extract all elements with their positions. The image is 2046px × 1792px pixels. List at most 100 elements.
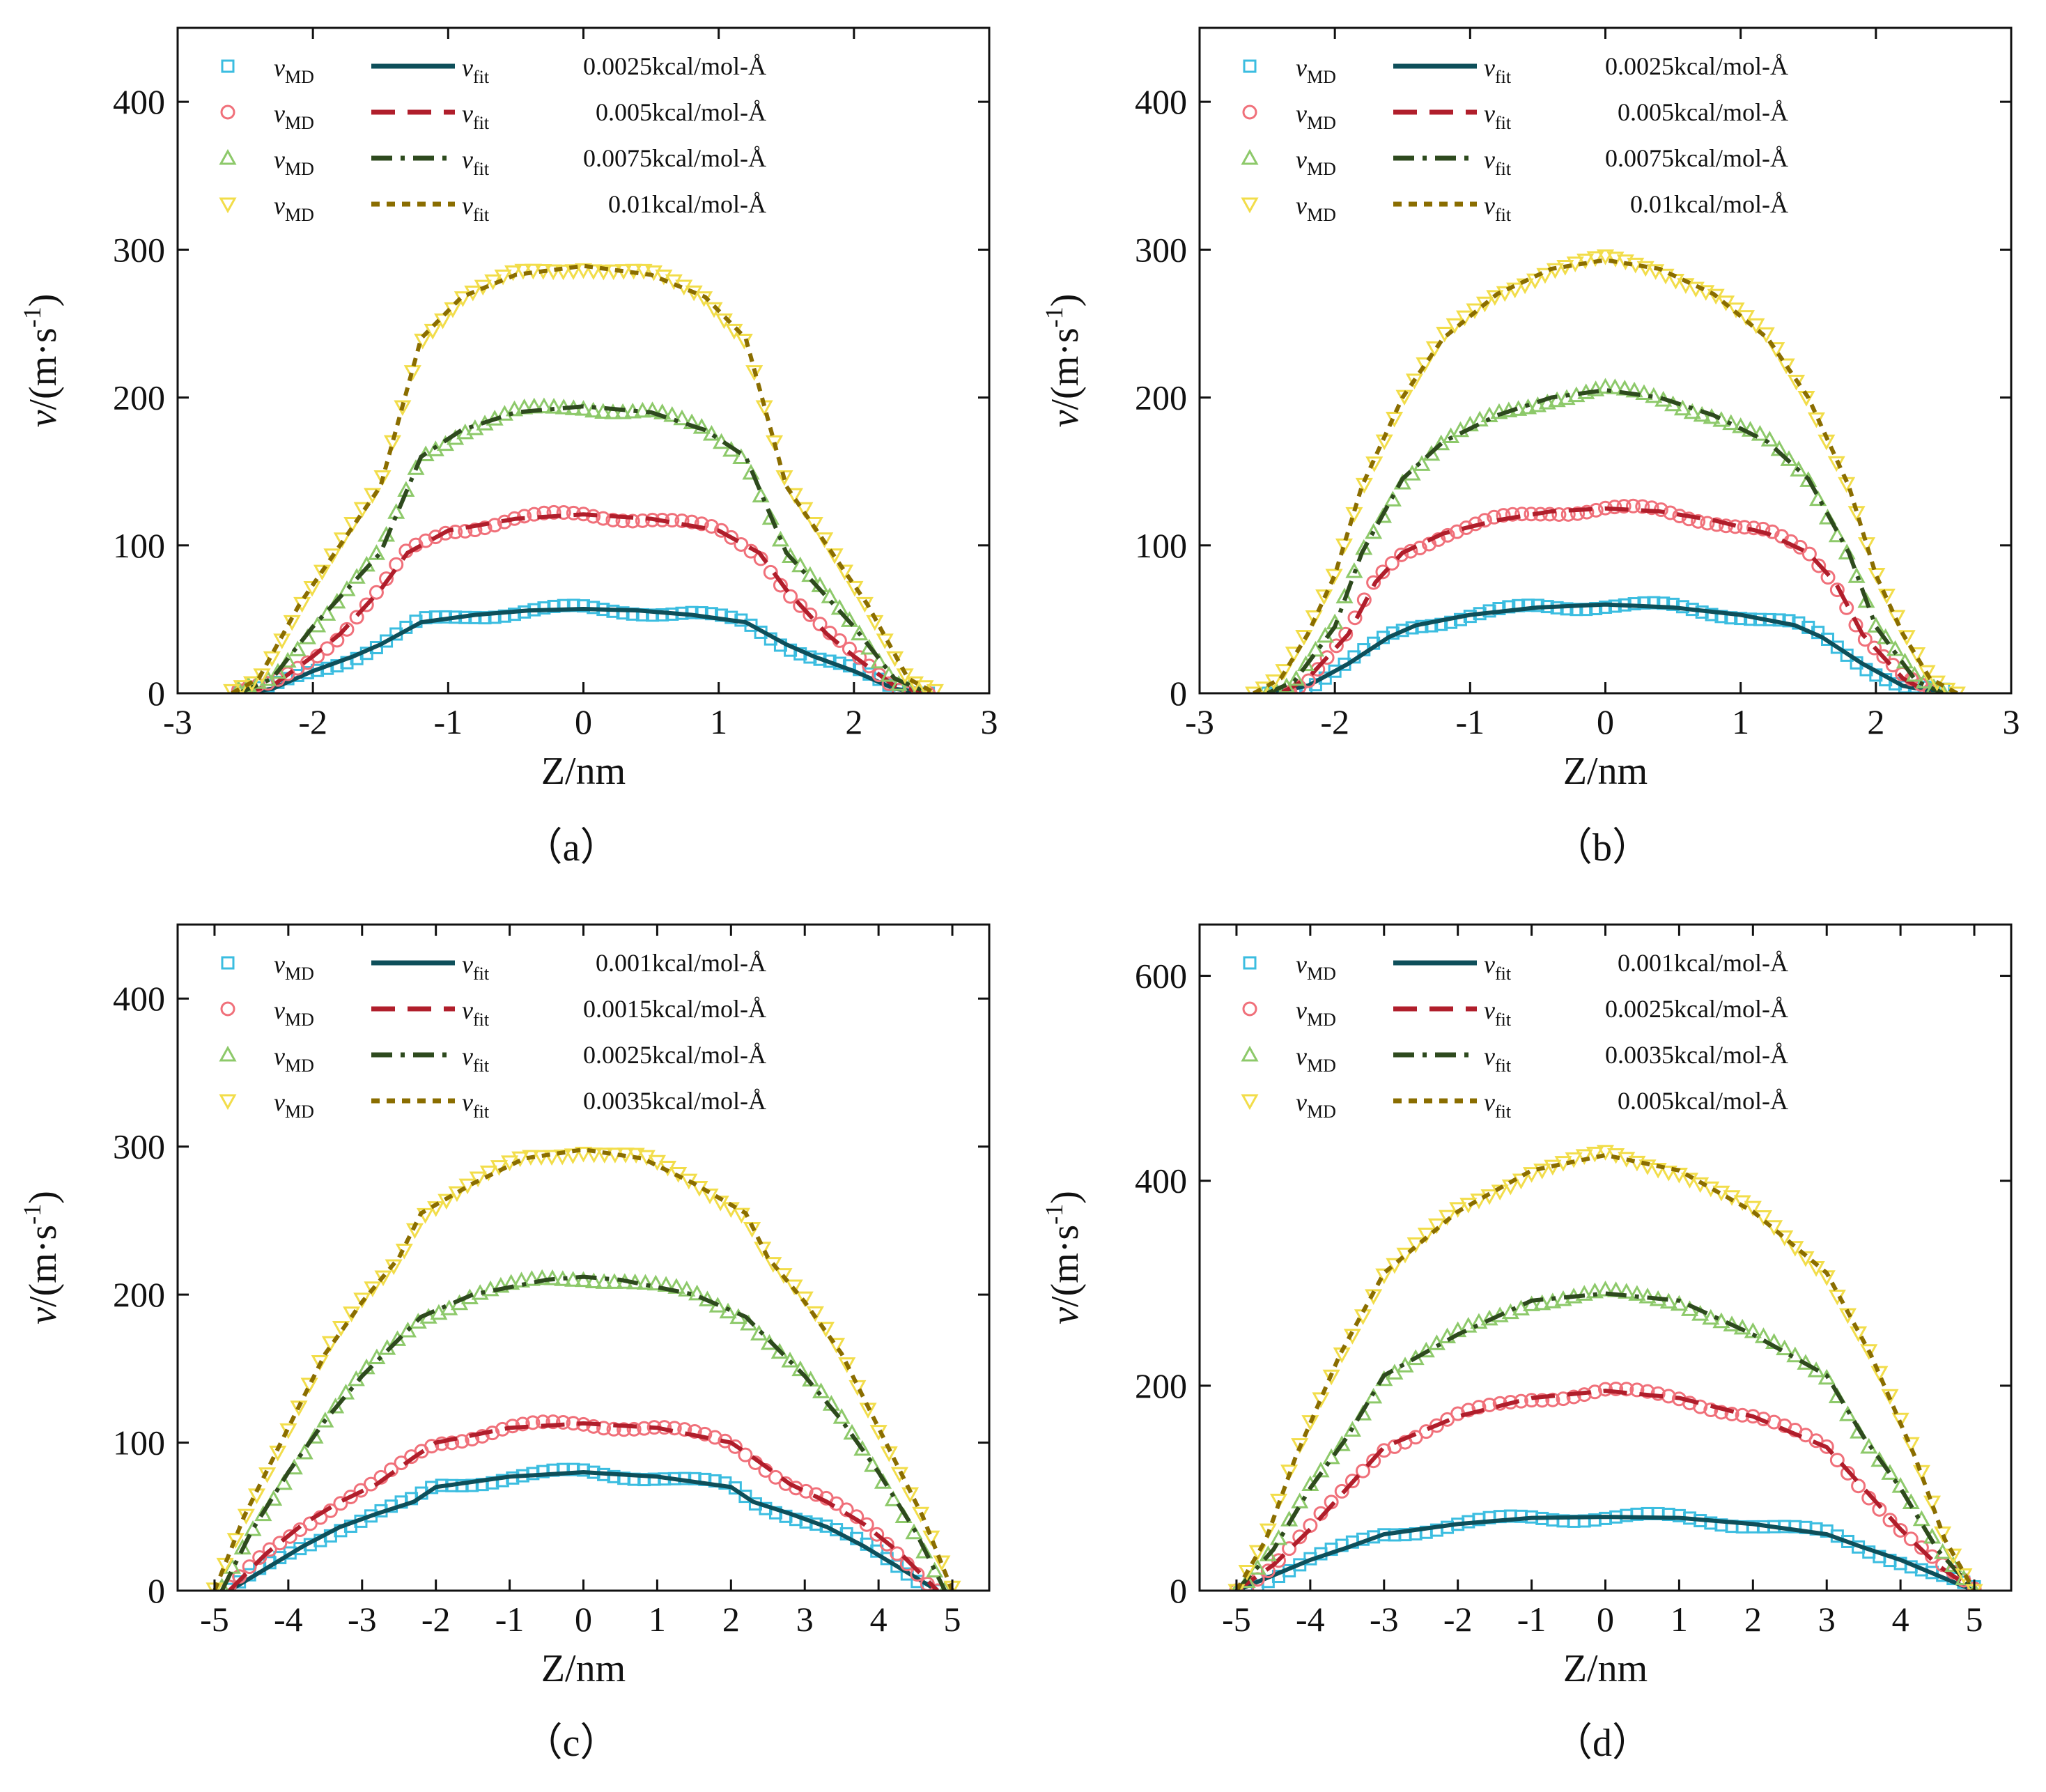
md-point-2-2-67 (905, 1523, 923, 1540)
md-point-1-3-25 (1496, 286, 1514, 302)
legend-fit-label-1-1: vfit (1484, 100, 1512, 133)
md-point-3-3-17 (1406, 1237, 1425, 1253)
y-axis-label-close-3: ) (1044, 1191, 1087, 1204)
legend-force-1-0: 0.0025kcal/mol-Å (1605, 52, 1788, 80)
x-tick-label-0-3: 0 (575, 702, 592, 741)
y-axis-label-close-2: ) (22, 1191, 65, 1204)
md-point-3-3-68 (1944, 1548, 1962, 1565)
md-point-3-1-6 (1292, 1529, 1308, 1545)
md-point-0-0-35 (577, 599, 590, 613)
md-point-1-1-33 (1579, 504, 1595, 520)
md-point-0-1-16 (389, 557, 404, 572)
legend-md-sub-0-3: MD (285, 205, 314, 225)
md-point-3-2-10 (1333, 1435, 1351, 1451)
md-point-2-1-70 (930, 1583, 945, 1591)
md-point-3-3-9 (1322, 1369, 1340, 1386)
series-1-3 (1245, 249, 1966, 693)
legend-md-label-3-1: vMD (1296, 996, 1336, 1030)
md-point-0-2-57 (791, 556, 809, 573)
x-tick-label-3-2: -3 (1370, 1600, 1399, 1639)
x-tick-label-3-10: 5 (1966, 1600, 1983, 1639)
fit-line-3-3 (1234, 1152, 1976, 1591)
md-point-0-3-1 (233, 680, 251, 693)
md-point-0-1-12 (349, 610, 364, 625)
md-point-2-2-8 (295, 1443, 313, 1460)
md-point-3-1-10 (1334, 1483, 1349, 1499)
y-tick-label-2-1: 100 (113, 1423, 165, 1462)
y-tick-label-1-1: 100 (1135, 526, 1187, 565)
md-point-3-1-32 (1566, 1389, 1581, 1405)
plot-area-2 (206, 1146, 961, 1591)
md-point-2-3-32 (543, 1150, 561, 1166)
md-point-1-3-67 (1918, 665, 1936, 681)
y-axis-label-var-2: v (22, 1307, 65, 1324)
md-point-2-2-27 (492, 1276, 510, 1293)
md-point-3-3-14 (1375, 1268, 1393, 1285)
md-point-2-3-29 (511, 1151, 529, 1168)
legend-md-sub-1-0: MD (1307, 67, 1336, 87)
y-tick-label-2-2: 200 (113, 1275, 165, 1314)
legend-fit-sub-2-0: fit (473, 964, 490, 984)
md-point-3-3-54 (1797, 1251, 1815, 1267)
legend-fit-var-2-3: v (462, 1088, 473, 1116)
md-point-0-0-15 (380, 634, 394, 648)
md-point-1-3-35 (1596, 249, 1615, 265)
md-point-1-1-25 (1505, 507, 1520, 522)
md-point-1-1-39 (1635, 499, 1650, 514)
md-point-0-1-50 (724, 530, 739, 545)
md-point-1-2-56 (1799, 471, 1818, 487)
md-point-3-2-13 (1365, 1387, 1383, 1404)
md-point-2-3-15 (364, 1281, 382, 1297)
series-0-1 (231, 504, 936, 693)
md-point-0-0-50 (724, 610, 738, 624)
md-point-3-1-13 (1366, 1453, 1381, 1469)
md-point-3-2-11 (1343, 1421, 1361, 1437)
md-point-0-3-70 (926, 683, 944, 693)
legend-marker-1-3 (1241, 197, 1259, 214)
md-point-1-1-46 (1700, 516, 1715, 531)
md-point-3-3-6 (1291, 1438, 1309, 1454)
md-point-3-1-65 (1914, 1540, 1929, 1555)
md-point-2-1-37 (596, 1421, 612, 1436)
md-point-1-2-63 (1867, 617, 1885, 633)
md-point-3-3-40 (1649, 1163, 1667, 1179)
md-point-2-1-63 (859, 1517, 874, 1532)
legend-md-label-3-3: vMD (1296, 1088, 1336, 1122)
legend-force-0-2: 0.0075kcal/mol-Å (583, 144, 766, 172)
md-point-0-1-54 (763, 564, 778, 580)
legend-fit-label-3-1: vfit (1484, 996, 1512, 1030)
legend-marker-1-1 (1242, 105, 1257, 120)
md-point-1-3-8 (1325, 569, 1343, 585)
md-point-2-2-63 (864, 1456, 882, 1472)
md-point-0-3-32 (544, 264, 562, 281)
md-point-3-2-34 (1586, 1282, 1604, 1299)
legend-md-sub-1-1: MD (1307, 113, 1336, 133)
md-point-3-3-4 (1269, 1493, 1288, 1510)
x-tick-label-2-9: 4 (870, 1600, 888, 1639)
legend-md-sub-2-1: MD (285, 1010, 314, 1030)
y-tick-label-3-3: 600 (1135, 957, 1187, 996)
md-point-2-3-40 (627, 1148, 645, 1164)
legend-fit-var-3-2: v (1484, 1042, 1495, 1070)
md-point-1-3-26 (1506, 282, 1524, 299)
legend-force-0-0: 0.0025kcal/mol-Å (583, 52, 766, 80)
md-point-0-1-46 (684, 514, 699, 530)
md-point-2-1-54 (768, 1469, 783, 1485)
md-point-1-1-26 (1514, 507, 1530, 522)
y-axis-label-close-1: ) (1044, 294, 1087, 307)
legend-marker-3-3 (1241, 1094, 1259, 1111)
md-point-1-2-49 (1732, 417, 1750, 433)
md-point-1-2-55 (1790, 461, 1808, 477)
md-point-1-1-58 (1811, 558, 1827, 573)
md-point-3-1-36 (1609, 1381, 1624, 1396)
x-tick-label-3-5: 0 (1597, 1600, 1614, 1639)
md-point-0-0-32 (547, 599, 561, 613)
fit-line-1-1 (1280, 506, 1931, 693)
md-point-3-3-49 (1744, 1200, 1762, 1217)
md-point-3-1-28 (1524, 1393, 1540, 1408)
md-point-3-3-1 (1238, 1565, 1256, 1581)
legend-md-var-0-1: v (274, 100, 285, 128)
panel-caption-1: （b） (1553, 826, 1651, 870)
y-tick-label-0-0: 0 (148, 674, 165, 713)
